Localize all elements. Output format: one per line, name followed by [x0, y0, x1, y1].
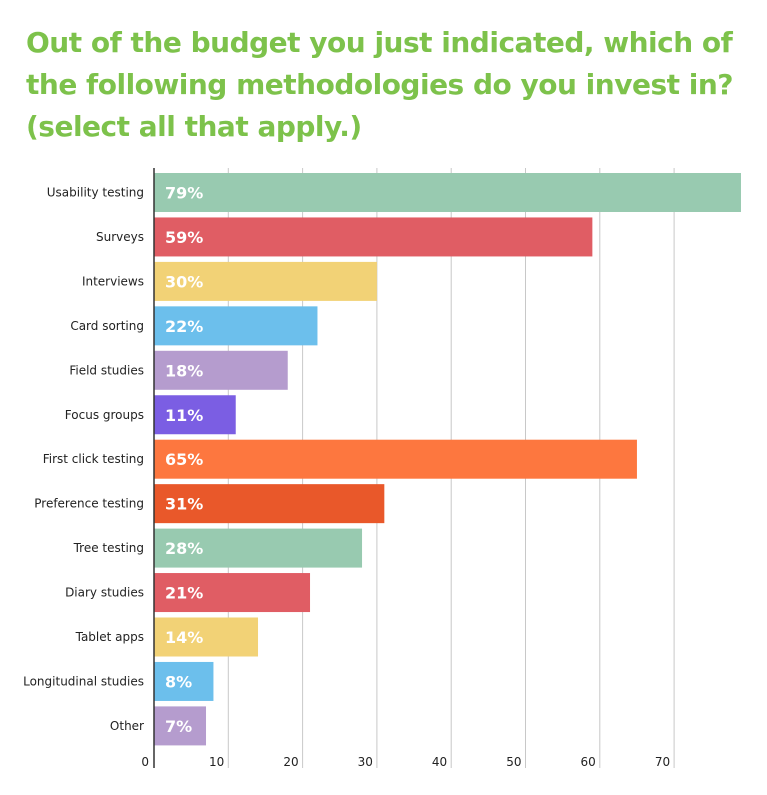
category-label: First click testing: [43, 452, 144, 466]
category-label: Tree testing: [73, 541, 144, 555]
category-label: Other: [110, 719, 144, 733]
data-label: 14%: [165, 628, 203, 647]
data-label: 7%: [165, 717, 192, 736]
label-layer: Usability testing 79% Surveys 59% Interviews…: [23, 184, 203, 736]
data-label: 65%: [165, 450, 203, 469]
bar-layer: [154, 173, 741, 746]
category-label: Usability testing: [47, 186, 144, 200]
x-tick-label: 20: [283, 755, 298, 769]
bar: [154, 306, 318, 346]
category-label: Surveys: [96, 230, 144, 244]
bar: [154, 617, 259, 657]
x-tick-label: 70: [655, 755, 670, 769]
x-tick-label: 10: [209, 755, 224, 769]
bar: [154, 439, 637, 479]
bar: [154, 173, 741, 212]
bar: [154, 350, 288, 390]
x-tick-label: 50: [506, 755, 521, 769]
bar: [154, 217, 593, 257]
axis-layer: 0 10 20 30 40 50 60 70: [141, 168, 670, 769]
category-label: Diary studies: [65, 586, 144, 600]
bar: [154, 706, 207, 746]
data-label: 30%: [165, 272, 203, 291]
data-label: 59%: [165, 228, 203, 247]
data-label: 31%: [165, 495, 203, 514]
bar: [154, 573, 311, 613]
category-label: Preference testing: [34, 497, 144, 511]
bar: [154, 484, 385, 524]
x-tick-label: 0: [141, 755, 149, 769]
category-label: Focus groups: [65, 408, 144, 422]
data-label: 28%: [165, 539, 203, 558]
bar: [154, 395, 236, 435]
data-label: 18%: [165, 361, 203, 380]
data-label: 21%: [165, 584, 203, 603]
bar: [154, 661, 214, 701]
category-label: Longitudinal studies: [23, 674, 144, 688]
category-label: Field studies: [69, 363, 144, 377]
category-label: Interviews: [82, 274, 144, 288]
data-label: 8%: [165, 672, 192, 691]
data-label: 79%: [165, 184, 203, 203]
bar: [154, 261, 377, 301]
x-tick-label: 60: [581, 755, 596, 769]
category-label: Card sorting: [70, 319, 144, 333]
data-label: 11%: [165, 406, 203, 425]
bar: [154, 528, 363, 568]
x-tick-label: 30: [358, 755, 373, 769]
x-tick-label: 40: [432, 755, 447, 769]
chart-title: Out of the budget you just indicated, wh…: [26, 26, 734, 143]
data-label: 22%: [165, 317, 203, 336]
category-label: Tablet apps: [75, 630, 144, 644]
